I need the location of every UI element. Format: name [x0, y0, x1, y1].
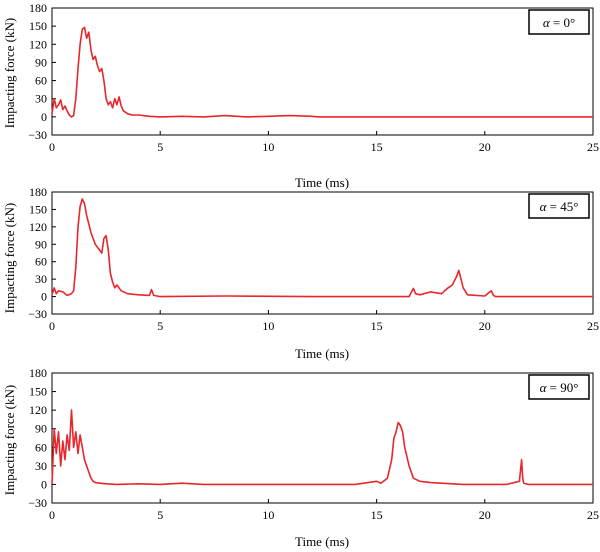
legend-box [528, 9, 590, 35]
y-tick-label: 180 [29, 366, 47, 380]
x-tick-label: 25 [587, 140, 599, 154]
chart-panel-2: Impacting force (kN) Time (ms) −30030609… [2, 185, 599, 361]
legend-value: = 90° [546, 380, 578, 395]
y-tick-label: −30 [28, 307, 47, 321]
legend-symbol: α [540, 199, 548, 214]
legend-label: α = 0° [543, 15, 575, 30]
y-tick-label: −30 [28, 128, 47, 142]
legend: α = 0° [528, 9, 590, 35]
plot-frame [51, 191, 594, 315]
y-tick-label: 180 [29, 185, 47, 199]
x-tick-label: 15 [371, 319, 383, 333]
y-tick-label: 90 [35, 422, 47, 436]
y-tick-label: 150 [29, 385, 47, 399]
x-tick-label: 25 [587, 508, 599, 522]
y-tick-label: 0 [41, 477, 47, 491]
ylabel-panel-2: Impacting force (kN) [2, 203, 17, 313]
ylabel-panel-1: Impacting force (kN) [2, 18, 17, 128]
x-tick-label: 0 [49, 140, 55, 154]
legend-symbol: α [543, 15, 551, 30]
y-tick-label: 0 [41, 110, 47, 124]
y-tick-label: 60 [35, 74, 47, 88]
chart-panel-3: Impacting force (kN) Time (ms) −30030609… [2, 366, 599, 549]
x-tick-label: 10 [262, 140, 274, 154]
x-tick-label: 0 [49, 508, 55, 522]
legend: α = 90° [528, 374, 590, 400]
y-tick-label: −30 [28, 496, 47, 510]
y-tick-label: 150 [29, 202, 47, 216]
plot-frame [51, 7, 594, 136]
x-tick-label: 5 [157, 508, 163, 522]
legend-label: α = 90° [540, 380, 579, 395]
x-tick-label: 5 [157, 319, 163, 333]
y-tick-label: 120 [29, 37, 47, 51]
series-line [51, 26, 593, 118]
legend-value: = 45° [546, 199, 578, 214]
y-tick-label: 60 [35, 255, 47, 269]
y-tick-label: 120 [29, 220, 47, 234]
x-tick-label: 10 [262, 319, 274, 333]
series-line [51, 198, 593, 298]
y-tick-label: 30 [35, 272, 47, 286]
plot-frame [51, 372, 594, 504]
x-tick-label: 10 [262, 508, 274, 522]
legend-value: = 0° [550, 15, 576, 30]
y-tick-label: 30 [35, 92, 47, 106]
xlabel-panel-2: Time (ms) [295, 346, 349, 361]
legend-symbol: α [540, 380, 548, 395]
y-tick-label: 120 [29, 403, 47, 417]
y-tick-label: 150 [29, 19, 47, 33]
x-tick-label: 20 [479, 319, 491, 333]
xlabel-panel-3: Time (ms) [295, 534, 349, 549]
legend-box [528, 374, 590, 400]
series-line [51, 409, 593, 486]
x-tick-label: 15 [371, 140, 383, 154]
legend-label: α = 45° [540, 199, 579, 214]
x-tick-label: 25 [587, 319, 599, 333]
y-tick-label: 30 [35, 459, 47, 473]
ylabel-panel-3: Impacting force (kN) [2, 385, 17, 495]
x-tick-label: 5 [157, 140, 163, 154]
x-tick-label: 20 [479, 508, 491, 522]
y-tick-label: 90 [35, 55, 47, 69]
x-tick-label: 0 [49, 319, 55, 333]
y-tick-label: 90 [35, 237, 47, 251]
legend-box [528, 193, 590, 219]
x-tick-label: 15 [371, 508, 383, 522]
x-tick-label: 20 [479, 140, 491, 154]
chart-panel-1: Impacting force (kN) Time (ms) −30030609… [2, 1, 599, 190]
xlabel-panel-1: Time (ms) [295, 175, 349, 190]
y-tick-label: 60 [35, 440, 47, 454]
y-tick-label: 0 [41, 290, 47, 304]
y-tick-label: 180 [29, 1, 47, 15]
legend: α = 45° [528, 193, 590, 219]
